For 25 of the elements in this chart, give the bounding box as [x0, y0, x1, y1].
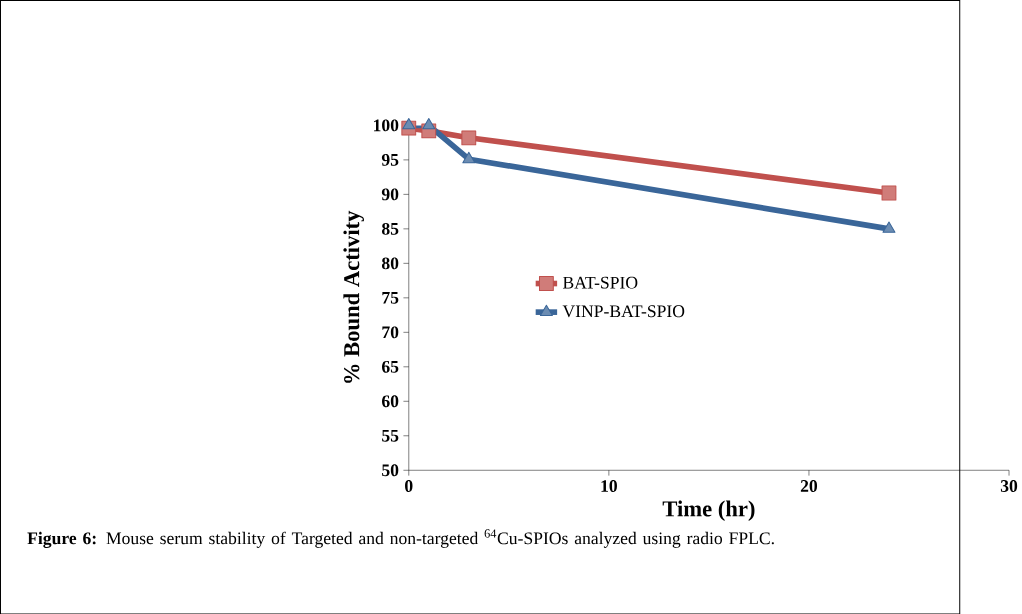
text: Figure 6: Mouse serum stability of Targeted and non-targeted $^{64}$Cu-SPIOs analyzed using radio FPLC. [27, 529, 774, 548]
point [422, 117, 436, 130]
y-tick-label: 50 [382, 464, 399, 476]
y-tick-label: 95 [381, 153, 399, 166]
legend-label: VINP-BAT-SPIO [562, 305, 685, 318]
y-tick-label: 55 [382, 429, 399, 442]
x-tick-label: 0 [405, 479, 413, 492]
y-tick-label: 85 [381, 222, 399, 235]
point [881, 185, 897, 201]
y-tick-label: 70 [382, 326, 399, 339]
legend-label: BAT-SPIO [562, 276, 638, 289]
x-tick-label: 10 [601, 479, 617, 492]
point [462, 151, 476, 163]
y-tick-label: 100 [374, 119, 399, 132]
y-tick-label: 75 [382, 291, 399, 304]
y-axis-title: % Bound Activity [343, 210, 364, 383]
y-tick-label: 90 [381, 188, 399, 201]
y-tick-label: 80 [381, 257, 399, 270]
y-tick-label: 60 [382, 395, 399, 408]
point [882, 221, 896, 233]
y-tick-label: 65 [382, 360, 399, 373]
x-tick-label: 30 [1000, 479, 1018, 492]
point [461, 130, 477, 146]
x-tick-label: 20 [800, 479, 818, 492]
x-axis-title: Time (hr) [662, 500, 755, 521]
